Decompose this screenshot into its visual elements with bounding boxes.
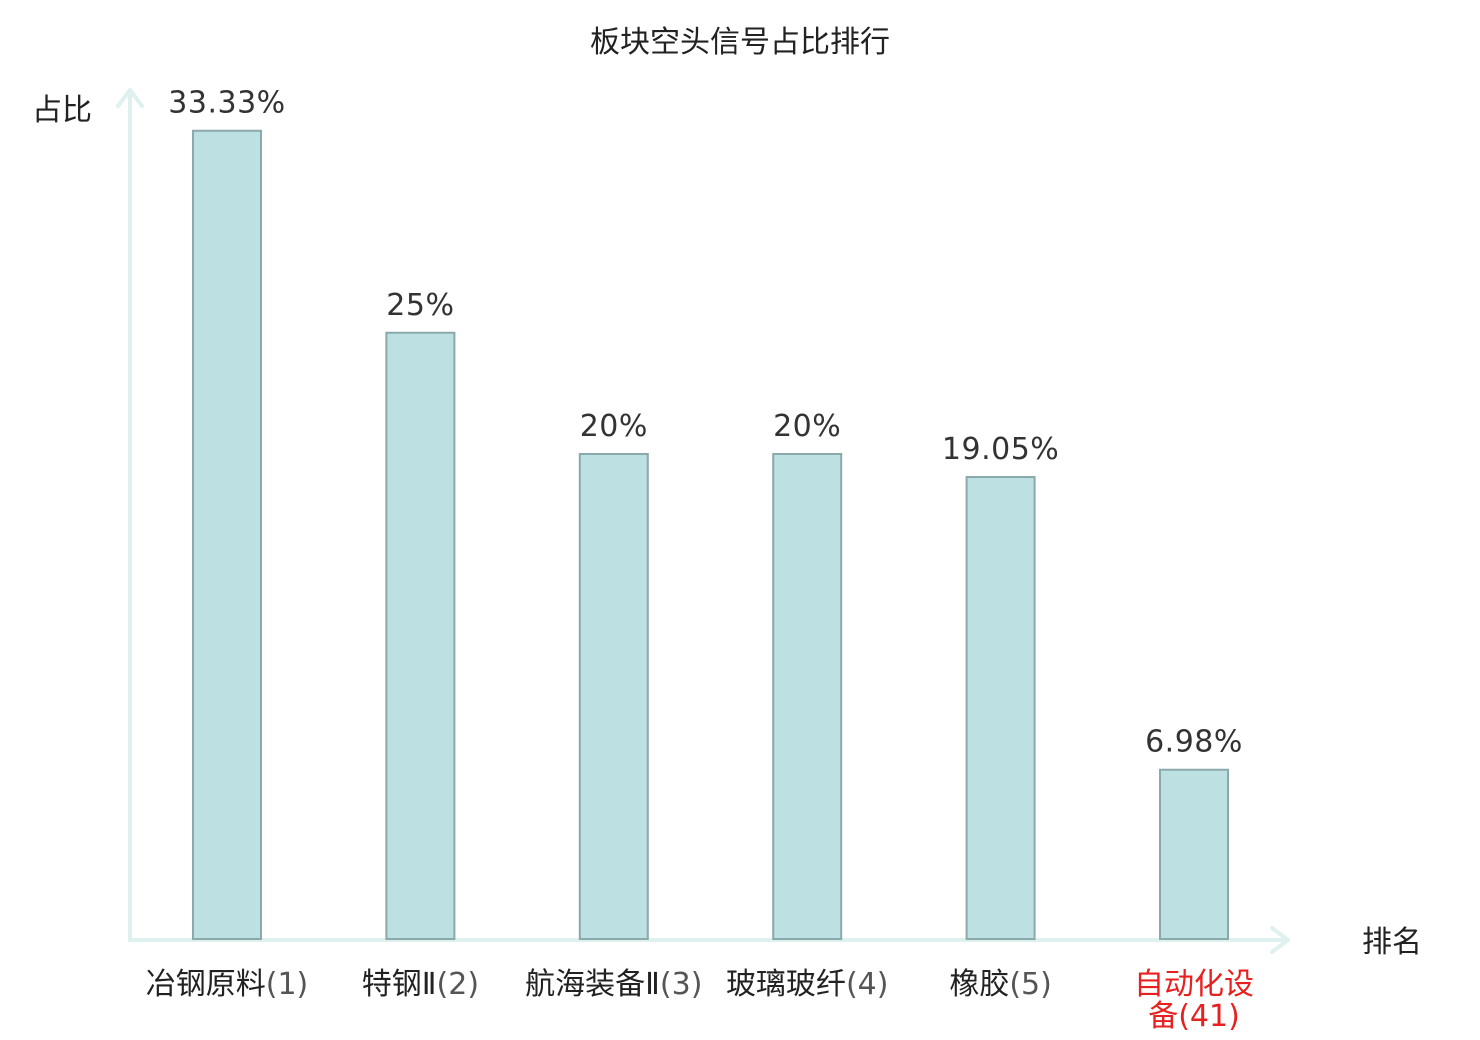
value-label-1: 33.33% <box>168 86 285 121</box>
value-labels-group: 33.33% 25% 20% 20% 19.05% 6.98% <box>168 86 1243 760</box>
chart-title: 板块空头信号占比排行 <box>590 25 890 60</box>
value-label-6: 6.98% <box>1145 725 1243 760</box>
bar-2 <box>385 331 456 940</box>
category-label-3: 航海装备Ⅱ(3) <box>525 967 702 1002</box>
value-label-3: 20% <box>580 409 648 444</box>
y-axis: 占比 <box>32 88 144 940</box>
bar-5 <box>965 476 1036 940</box>
value-label-5: 19.05% <box>942 432 1059 467</box>
category-label-6-line-2: 备(41) <box>1148 999 1240 1034</box>
category-label-1: 冶钢原料(1) <box>146 967 309 1002</box>
bar-4 <box>772 453 843 940</box>
x-axis-title: 排名 <box>1362 925 1422 960</box>
category-labels-group: 冶钢原料(1) 特钢Ⅱ(2) 航海装备Ⅱ(3) 玻璃玻纤(4) 橡胶(5) 自动化设备(4… <box>146 967 1254 1034</box>
bar-6 <box>1159 768 1229 940</box>
x-axis-arrow <box>1270 926 1290 954</box>
category-label-4: 玻璃玻纤(4) <box>726 967 889 1002</box>
bars-group <box>192 129 1229 940</box>
category-label-5: 橡胶(5) <box>949 967 1052 1002</box>
category-label-2: 特钢Ⅱ(2) <box>362 967 479 1002</box>
y-axis-title: 占比 <box>32 93 92 128</box>
category-label-6-line-1: 自动化设 <box>1134 967 1254 1002</box>
value-label-2: 25% <box>386 288 454 323</box>
value-label-4: 20% <box>773 409 841 444</box>
bar-3 <box>578 453 649 940</box>
bar-1 <box>192 129 262 940</box>
y-axis-arrow <box>116 88 144 108</box>
x-axis: 排名 <box>128 925 1422 960</box>
